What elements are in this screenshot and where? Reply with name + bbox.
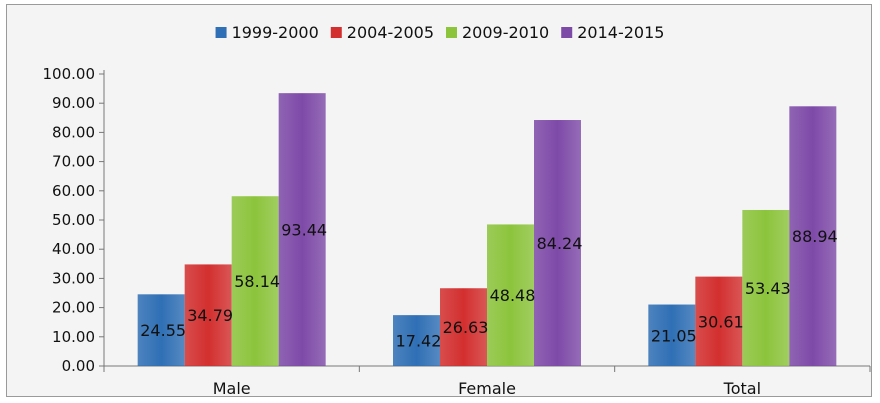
legend-label: 2014-2015 bbox=[577, 23, 664, 42]
legend-item-2004-2005: 2004-2005 bbox=[330, 23, 434, 42]
y-tick-label: 0.00 bbox=[62, 357, 95, 375]
bar-2004-2005-Male bbox=[184, 264, 232, 366]
data-label: 24.55 bbox=[140, 321, 186, 340]
bar-2014-2015-Female bbox=[534, 120, 581, 367]
legend-swatch bbox=[215, 27, 227, 38]
data-label: 17.42 bbox=[396, 332, 442, 351]
bars bbox=[137, 93, 837, 367]
data-label: 21.05 bbox=[651, 326, 697, 345]
y-tick-label: 100.00 bbox=[43, 65, 96, 83]
data-label: 58.14 bbox=[234, 272, 280, 291]
data-label: 48.48 bbox=[490, 286, 536, 305]
bar-2009-2010-Female bbox=[487, 224, 534, 366]
y-tick-label: 90.00 bbox=[52, 94, 95, 112]
legend-swatch bbox=[561, 27, 573, 38]
data-label: 88.94 bbox=[792, 227, 838, 246]
bar-2009-2010-Total bbox=[742, 209, 790, 366]
bar-2014-2015-Male bbox=[278, 93, 326, 366]
legend-label: 2004-2005 bbox=[347, 23, 434, 42]
data-label: 53.43 bbox=[745, 279, 791, 298]
legend: 1999-2000 2004-2005 2009-2010 2014-2015 bbox=[215, 23, 664, 42]
legend-item-2014-2015: 2014-2015 bbox=[561, 23, 664, 42]
data-label: 93.44 bbox=[281, 221, 327, 240]
y-tick-label: 60.00 bbox=[52, 182, 95, 200]
y-tick-label: 80.00 bbox=[52, 123, 95, 141]
y-tick-label: 10.00 bbox=[52, 328, 95, 346]
legend-swatch bbox=[330, 27, 342, 38]
data-label: 26.63 bbox=[443, 318, 489, 337]
bar-2004-2005-Total bbox=[695, 276, 743, 366]
legend-item-2009-2010: 2009-2010 bbox=[446, 23, 549, 42]
y-tick-label: 70.00 bbox=[52, 153, 95, 171]
data-label: 34.79 bbox=[187, 306, 233, 325]
legend-item-1999-2000: 1999-2000 bbox=[215, 23, 319, 42]
x-axis: Male Female Total bbox=[103, 365, 871, 398]
bar-1999-2000-Female bbox=[393, 315, 440, 366]
bar-2004-2005-Female bbox=[440, 288, 487, 366]
legend-label: 2009-2010 bbox=[462, 23, 549, 42]
legend-swatch bbox=[446, 27, 457, 38]
y-tick-label: 50.00 bbox=[52, 211, 95, 229]
legend-label: 1999-2000 bbox=[232, 23, 319, 42]
y-tick-label: 20.00 bbox=[52, 299, 95, 317]
bar-1999-2000-Male bbox=[137, 294, 185, 366]
x-tick-label: Female bbox=[458, 379, 516, 398]
y-tick-label: 30.00 bbox=[52, 269, 95, 287]
bar-2009-2010-Male bbox=[231, 196, 279, 366]
y-axis: 0.00 10.00 20.00 30.00 40.00 50.00 60.00 70.00 8… bbox=[43, 65, 105, 375]
bar-1999-2000-Total bbox=[648, 304, 696, 366]
y-tick-label: 40.00 bbox=[52, 240, 95, 258]
x-tick-label: Male bbox=[213, 379, 251, 398]
data-label: 84.24 bbox=[537, 234, 583, 253]
bar-2014-2015-Total bbox=[789, 106, 837, 366]
x-tick-label: Total bbox=[723, 379, 761, 398]
data-label: 30.61 bbox=[698, 312, 744, 331]
